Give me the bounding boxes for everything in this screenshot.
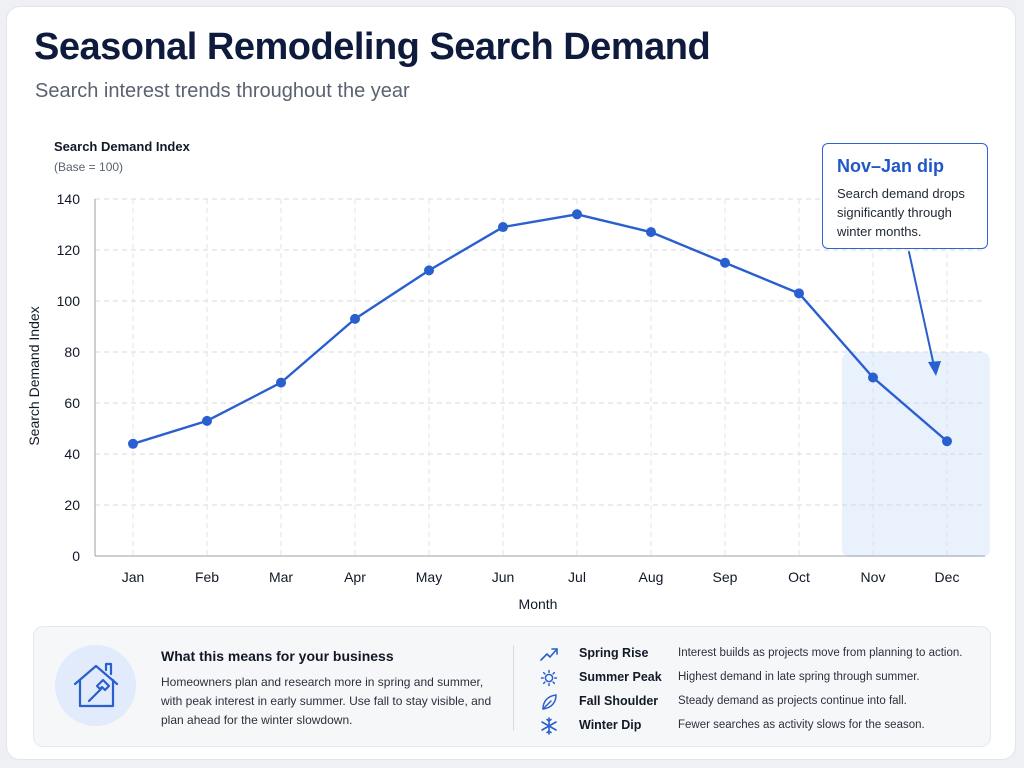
callout-arrowhead — [928, 361, 941, 376]
sun-icon — [539, 669, 561, 687]
x-tick-label: Feb — [195, 569, 219, 585]
data-point — [350, 313, 360, 324]
x-tick-label: Jun — [492, 569, 515, 585]
legend-item-summer-peak: Summer Peak Highest demand in late sprin… — [539, 668, 989, 688]
y-tick-label: 100 — [57, 293, 81, 309]
y-tick-label: 0 — [72, 548, 80, 564]
legend-desc: Steady demand as projects continue into … — [678, 695, 907, 707]
legend-desc: Fewer searches as activity slows for the… — [678, 719, 925, 731]
snowflake-icon — [539, 717, 561, 735]
callout-text: Search demand drops significantly throug… — [837, 186, 965, 239]
y-base-note: (Base = 100) — [54, 160, 123, 174]
data-point — [646, 227, 656, 238]
callout-title: Nov–Jan dip — [837, 156, 945, 176]
trending-up-icon — [539, 645, 561, 663]
data-point — [868, 372, 878, 383]
x-tick-label: Jan — [122, 569, 145, 585]
business-text: Homeowners plan and research more in spr… — [161, 675, 492, 727]
legend-desc: Interest builds as projects move from pl… — [678, 647, 963, 659]
y-tick-label: 20 — [64, 497, 80, 513]
x-tick-label: Nov — [861, 569, 886, 585]
x-tick-label: Dec — [935, 569, 960, 585]
panel-divider — [513, 645, 514, 731]
page-title: Seasonal Remodeling Search Demand — [34, 26, 711, 68]
y-tick-label: 120 — [57, 242, 81, 258]
data-point — [720, 257, 730, 268]
x-axis-label: Month — [519, 596, 558, 612]
series-line — [131, 213, 949, 445]
data-point — [128, 438, 138, 449]
house-hammer-icon — [55, 645, 136, 726]
data-point — [794, 288, 804, 299]
line-chart: Search Demand Index (Base = 100) Search … — [26, 139, 990, 612]
x-tick-label: Aug — [639, 569, 664, 585]
callout-box: Nov–Jan dip Search demand drops signific… — [822, 143, 988, 249]
legend-item-fall-shoulder: Fall Shoulder Steady demand as projects … — [539, 692, 989, 712]
x-tick-label: Jul — [568, 569, 586, 585]
legend-name: Summer Peak — [579, 670, 662, 684]
x-tick-label: Mar — [269, 569, 293, 585]
data-point — [498, 222, 508, 233]
x-tick-label: Oct — [788, 569, 810, 585]
x-tick-label: Sep — [713, 569, 738, 585]
data-point — [572, 209, 582, 220]
legend-desc: Highest demand in late spring through su… — [678, 671, 920, 683]
data-point — [276, 377, 286, 388]
data-point — [942, 436, 952, 447]
y-axis-label: Search Demand Index — [26, 306, 42, 445]
page-subtitle: Search interest trends throughout the ye… — [35, 80, 410, 102]
y-tick-label: 80 — [64, 344, 80, 360]
legend-item-winter-dip: Winter Dip Fewer searches as activity sl… — [539, 716, 989, 736]
business-title: What this means for your business — [161, 648, 394, 664]
y-tick-label: 40 — [64, 446, 80, 462]
data-point — [424, 265, 434, 276]
y-tick-label: 60 — [64, 395, 80, 411]
y-tick-label: 140 — [57, 191, 81, 207]
data-point — [202, 415, 212, 426]
callout-arrow — [908, 251, 935, 367]
insights-panel: What this means for your business Homeow… — [33, 626, 991, 747]
legend-item-spring-rise: Spring Rise Interest builds as projects … — [539, 644, 989, 664]
leaf-icon — [539, 693, 561, 711]
legend-name: Fall Shoulder — [579, 694, 659, 708]
x-tick-label: Apr — [344, 569, 366, 585]
x-tick-label: May — [416, 569, 442, 585]
legend-name: Winter Dip — [579, 718, 642, 732]
y-title: Search Demand Index — [54, 139, 191, 154]
legend-name: Spring Rise — [579, 646, 649, 660]
